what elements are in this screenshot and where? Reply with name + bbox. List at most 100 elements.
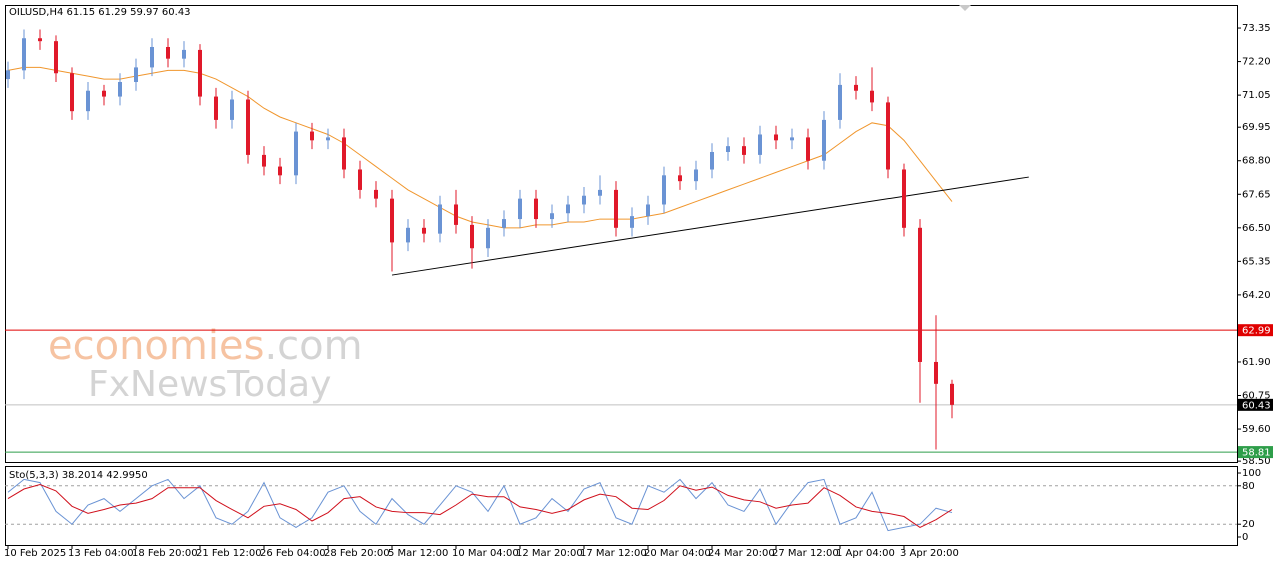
x-tick-label: 17 Mar 12:00 xyxy=(580,548,647,559)
price-level-label: 60.43 xyxy=(1242,400,1271,411)
chart-title: OILUSD,H4 61.15 61.29 59.97 60.43 xyxy=(9,7,191,18)
candle-body xyxy=(486,227,490,249)
candle-body xyxy=(518,198,522,220)
candle-body xyxy=(934,361,938,384)
x-tick-label: 10 Mar 04:00 xyxy=(452,548,519,559)
shift-marker xyxy=(959,5,971,11)
price-level-label: 58.81 xyxy=(1242,448,1271,459)
candle-body xyxy=(102,90,106,97)
y-tick-label: 100 xyxy=(1242,468,1261,479)
candle-body xyxy=(502,219,506,228)
candle-body xyxy=(134,67,138,82)
candle-body xyxy=(902,169,906,228)
x-tick-label: 28 Feb 20:00 xyxy=(324,548,390,559)
trendline xyxy=(391,176,1029,276)
candle-body xyxy=(822,119,826,161)
x-tick-label: 21 Feb 12:00 xyxy=(196,548,262,559)
candle-body xyxy=(422,227,426,234)
x-tick-label: 13 Feb 04:00 xyxy=(68,548,134,559)
candle-body xyxy=(118,81,122,97)
candle-body xyxy=(166,46,170,59)
candle-body xyxy=(470,224,474,249)
candle-body xyxy=(294,131,298,176)
candle-body xyxy=(150,46,154,68)
candle-body xyxy=(854,84,858,91)
candle-body xyxy=(534,198,538,220)
osc-frame xyxy=(5,466,1238,546)
candle-body xyxy=(374,189,378,199)
y-tick-label: 71.05 xyxy=(1242,90,1271,101)
candle-body xyxy=(198,49,202,97)
candle-body xyxy=(774,134,778,141)
y-tick-label: 72.20 xyxy=(1242,57,1271,68)
candle-body xyxy=(6,70,10,80)
price-level-box xyxy=(1238,324,1273,337)
y-tick-label: 64.20 xyxy=(1242,290,1271,301)
candle-body xyxy=(918,227,922,362)
candle-body xyxy=(22,38,26,71)
price-level-box xyxy=(1238,398,1273,411)
x-tick-label: 3 Apr 20:00 xyxy=(900,548,959,559)
x-tick-label: 1 Apr 04:00 xyxy=(836,548,895,559)
y-tick-label: 65.35 xyxy=(1242,256,1271,267)
y-tick-label: 69.95 xyxy=(1242,122,1271,133)
x-tick-label: 12 Mar 20:00 xyxy=(516,548,583,559)
candle-body xyxy=(342,137,346,170)
candle-body xyxy=(646,204,650,217)
candle-body xyxy=(230,99,234,120)
x-tick-label: 20 Mar 04:00 xyxy=(644,548,711,559)
x-tick-label: 10 Feb 2025 xyxy=(4,548,66,559)
price-level-label: 62.99 xyxy=(1242,326,1271,337)
candle-body xyxy=(630,216,634,228)
candle-body xyxy=(758,134,762,155)
y-tick-label: 61.90 xyxy=(1242,357,1271,368)
y-tick-label: 58.50 xyxy=(1242,456,1271,467)
y-tick-label: 0 xyxy=(1242,532,1248,543)
candle-body xyxy=(54,41,58,74)
moving-average xyxy=(7,66,953,229)
candle-body xyxy=(806,137,810,161)
osc-title: Sto(5,3,3) 38.2014 42.9950 xyxy=(9,470,148,481)
candle-body xyxy=(582,195,586,205)
osc-line xyxy=(7,478,953,532)
candle-body xyxy=(950,383,954,405)
watermark-2: FxNewsToday xyxy=(88,364,331,405)
y-tick-label: 66.50 xyxy=(1242,223,1271,234)
candle-body xyxy=(550,213,554,220)
candle-body xyxy=(790,137,794,141)
y-tick-label: 20 xyxy=(1242,519,1255,530)
candle-body xyxy=(726,146,730,152)
price-level-box xyxy=(1238,446,1273,459)
y-tick-label: 80 xyxy=(1242,481,1255,492)
x-tick-label: 26 Feb 04:00 xyxy=(260,548,326,559)
x-tick-label: 18 Feb 20:00 xyxy=(132,548,198,559)
y-tick-label: 60.75 xyxy=(1242,391,1271,402)
candle-body xyxy=(710,151,714,170)
candle-body xyxy=(742,146,746,155)
candle-body xyxy=(678,175,682,182)
x-tick-label: 24 Mar 20:00 xyxy=(708,548,775,559)
candle-body xyxy=(246,99,250,155)
candle-body xyxy=(262,154,266,167)
x-tick-label: 5 Mar 12:00 xyxy=(388,548,448,559)
candle-body xyxy=(662,175,666,205)
candle-body xyxy=(214,96,218,120)
candle-body xyxy=(870,90,874,103)
candle-body xyxy=(694,169,698,182)
candle-body xyxy=(598,189,602,196)
candle-body xyxy=(182,49,186,59)
candle-body xyxy=(38,38,42,42)
candle-body xyxy=(86,90,90,112)
y-tick-label: 73.35 xyxy=(1242,23,1271,34)
candle-body xyxy=(438,204,442,234)
y-tick-label: 68.80 xyxy=(1242,156,1271,167)
y-tick-label: 67.65 xyxy=(1242,189,1271,200)
x-tick-label: 27 Mar 12:00 xyxy=(772,548,839,559)
candle-body xyxy=(566,204,570,214)
candle-body xyxy=(310,131,314,141)
candle-body xyxy=(454,204,458,225)
y-tick-label: 59.60 xyxy=(1242,424,1271,435)
candle-body xyxy=(886,102,890,170)
